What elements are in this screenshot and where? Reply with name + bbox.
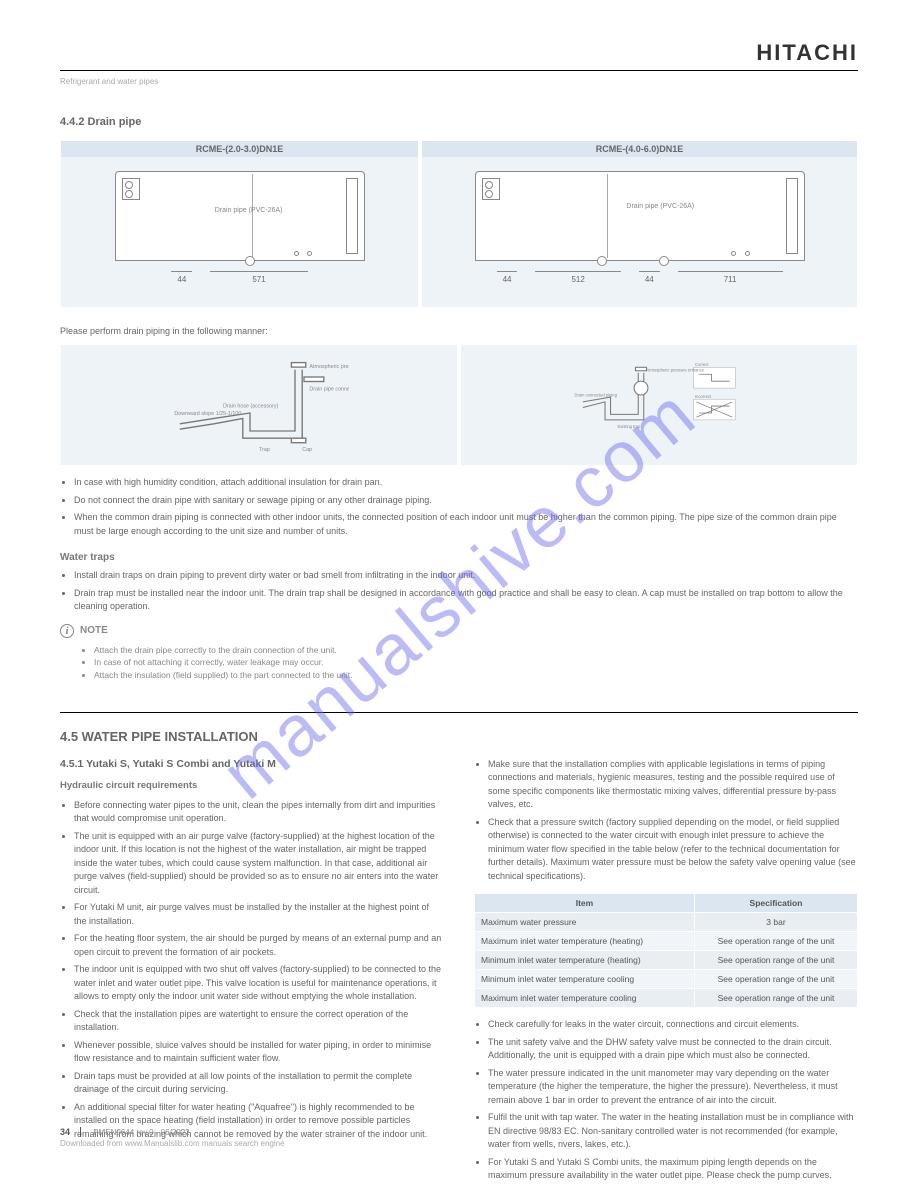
spec-table: Item Specification Maximum water pressur… <box>474 893 858 1008</box>
right-bot-paras: Check carefully for leaks in the water c… <box>474 1018 858 1183</box>
doc-code: PMEN0644 rev.0 - 06/2022 <box>93 1128 189 1137</box>
drain-pipe-label-l: Drain pipe (PVC-26A) <box>215 207 283 214</box>
left-paras: Before connecting water pipes to the uni… <box>60 799 444 1142</box>
lbl-incorrect: Incorrect <box>695 394 712 399</box>
drain-pipe-label-r: Drain pipe (PVC-26A) <box>626 203 694 210</box>
table-row: Maximum water pressure3 bar <box>475 913 858 932</box>
bullet-2: When the common drain piping is connecte… <box>74 511 858 538</box>
lbl-drainp: Drain connected piping <box>575 392 618 397</box>
brand-logo: HITACHI <box>756 40 858 66</box>
info-icon: i <box>60 624 74 638</box>
h3-yutaki: 4.5.1 Yutaki S, Yutaki S Combi and Yutak… <box>60 758 444 770</box>
dim-c-r: 44 <box>645 271 654 284</box>
lp-5: Check that the installation pipes are wa… <box>74 1008 444 1035</box>
table-row: Maximum inlet water temperature coolingS… <box>475 989 858 1008</box>
trap-diagram-right: Correct Incorrect Atmospheric pressure e… <box>461 345 857 465</box>
dim-a-l: 44 <box>177 271 186 284</box>
rb-1: The unit safety valve and the DHW safety… <box>488 1036 858 1063</box>
traps-bullets: Install drain traps on drain piping to p… <box>60 569 858 614</box>
traps-1: Drain trap must be installed near the in… <box>74 587 858 614</box>
download-ref: Downloaded from www.Manualslib.com manua… <box>60 1139 858 1148</box>
dim-b-l: 571 <box>216 271 301 284</box>
lbl-drainc: Drain pipe connection <box>309 387 349 393</box>
rt-0: Make sure that the installation complies… <box>488 758 858 812</box>
drain-intro: Please perform drain piping in the follo… <box>60 326 858 336</box>
trap-diagram-left: Atmospheric pressure entrance Drain pipe… <box>61 345 457 465</box>
right-column: Make sure that the installation complies… <box>474 758 858 1187</box>
note-header: i NOTE <box>60 624 858 638</box>
drain-bullets: In case with high humidity condition, at… <box>60 476 858 538</box>
table-row: Minimum inlet water temperature (heating… <box>475 951 858 970</box>
model-label-right: RCME-(4.0-6.0)DN1E <box>422 141 857 157</box>
unit-diagram-row: RCME-(2.0-3.0)DN1E Drain pipe (PVC-26A) … <box>60 140 858 308</box>
page-footer: 34 PMEN0644 rev.0 - 06/2022 Downloaded f… <box>60 1127 858 1148</box>
lbl-atm: Atmospheric pressure entrance <box>309 364 349 370</box>
bullet-0: In case with high humidity condition, at… <box>74 476 858 490</box>
lbl-hose: Drain hose (accessory) <box>223 404 278 410</box>
model-label-left: RCME-(2.0-3.0)DN1E <box>61 141 418 157</box>
lp-3: For the heating floor system, the air sh… <box>74 932 444 959</box>
note-1: In case of not attaching it correctly, w… <box>94 656 858 669</box>
table-row: Maximum inlet water temperature (heating… <box>475 932 858 951</box>
lp-0: Before connecting water pipes to the uni… <box>74 799 444 826</box>
lbl-atm-r: Atmospheric pressure entrance <box>647 367 705 372</box>
lbl-trap-r: Existing trap <box>617 424 640 429</box>
traps-heading: Water traps <box>60 552 858 563</box>
section-title-drain: 4.4.2 Drain pipe <box>60 116 858 128</box>
lbl-slope: Downward slope 1/25-1/100 <box>174 411 241 417</box>
lbl-cap: Cap <box>302 447 312 453</box>
lp-4: The indoor unit is equipped with two shu… <box>74 963 444 1004</box>
h2-water: 4.5 WATER PIPE INSTALLATION <box>60 729 858 744</box>
hydraulic-heading: Hydraulic circuit requirements <box>60 780 444 791</box>
dim-d-r: 711 <box>684 271 777 284</box>
trap-diagram-row: Atmospheric pressure entrance Drain pipe… <box>60 344 858 466</box>
right-top-paras: Make sure that the installation complies… <box>474 758 858 884</box>
lp-1: The unit is equipped with an air purge v… <box>74 830 444 898</box>
lbl-correct: Correct <box>695 362 709 367</box>
left-column: 4.5.1 Yutaki S, Yutaki S Combi and Yutak… <box>60 758 444 1187</box>
lp-6: Whenever possible, sluice valves should … <box>74 1039 444 1066</box>
th-item: Item <box>475 894 695 913</box>
table-header: Item Specification <box>475 894 858 913</box>
rb-2: The water pressure indicated in the unit… <box>488 1067 858 1108</box>
dim-b-r: 512 <box>541 271 614 284</box>
rt-1: Check that a pressure switch (factory su… <box>488 816 858 884</box>
note-list: Attach the drain pipe correctly to the d… <box>60 644 858 682</box>
th-spec: Specification <box>694 894 857 913</box>
note-2: Attach the insulation (field supplied) t… <box>94 669 858 682</box>
two-column-layout: 4.5.1 Yutaki S, Yutaki S Combi and Yutak… <box>60 758 858 1187</box>
traps-0: Install drain traps on drain piping to p… <box>74 569 858 583</box>
page-number: 34 <box>60 1127 81 1137</box>
rb-4: For Yutaki S and Yutaki S Combi units, t… <box>488 1156 858 1183</box>
note-0: Attach the drain pipe correctly to the d… <box>94 644 858 657</box>
page-header: HITACHI <box>60 40 858 71</box>
rb-0: Check carefully for leaks in the water c… <box>488 1018 858 1032</box>
header-topic: Refrigerant and water pipes <box>60 77 858 86</box>
note-label-text: NOTE <box>80 625 108 636</box>
lbl-trap: Trap <box>259 447 270 453</box>
section-divider <box>60 712 858 713</box>
dim-a-r: 44 <box>503 271 512 284</box>
bullet-1: Do not connect the drain pipe with sanit… <box>74 494 858 508</box>
lp-2: For Yutaki M unit, air purge valves must… <box>74 901 444 928</box>
unit-diagram-left: Drain pipe (PVC-26A) 44 571 <box>61 157 418 307</box>
unit-diagram-right: Drain pipe (PVC-26A) 44 512 44 711 <box>422 157 857 307</box>
table-row: Minimum inlet water temperature coolingS… <box>475 970 858 989</box>
lp-7: Drain taps must be provided at all low p… <box>74 1070 444 1097</box>
